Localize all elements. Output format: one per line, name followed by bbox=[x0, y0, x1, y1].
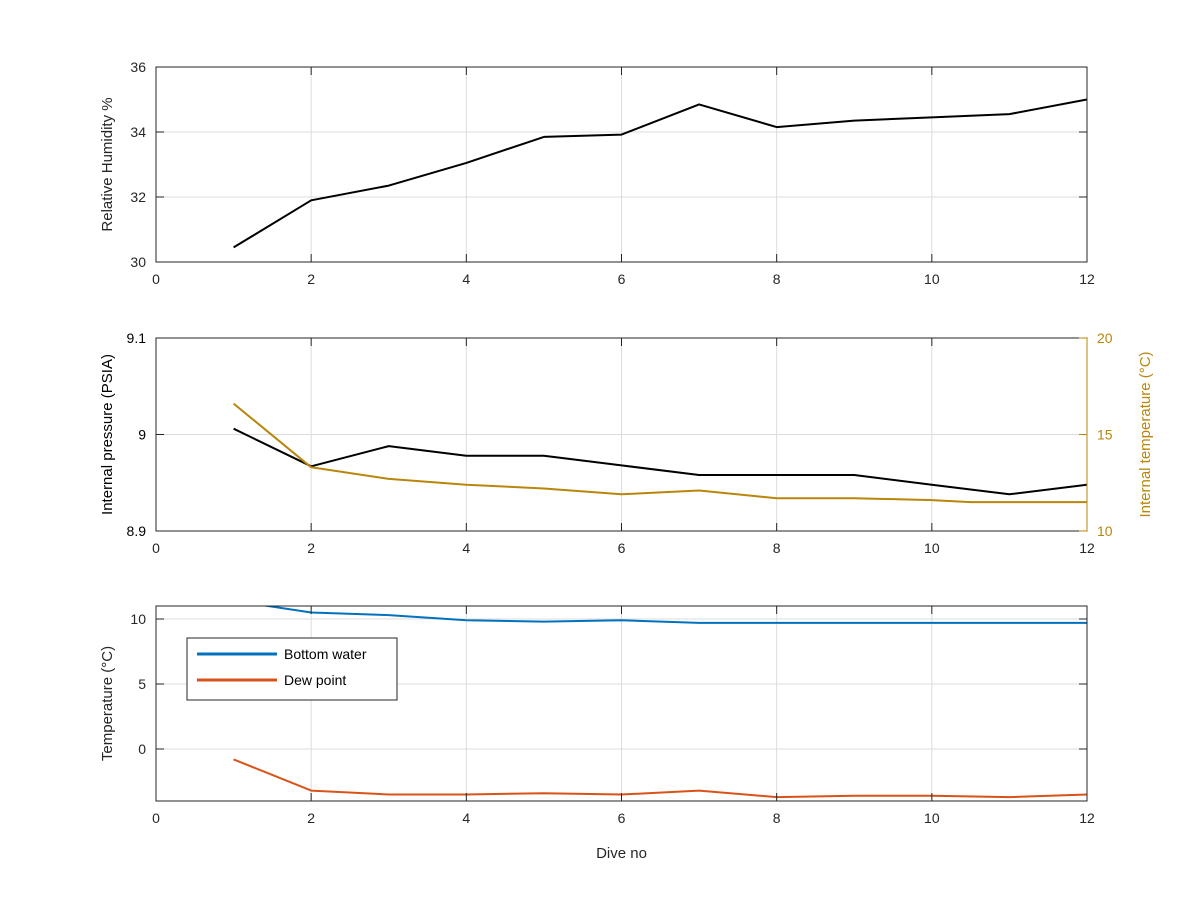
y-tick-label: 0 bbox=[138, 741, 146, 757]
y-tick-label: 8.9 bbox=[127, 523, 147, 539]
x-tick-label: 0 bbox=[152, 540, 160, 556]
y-tick-label: 5 bbox=[138, 676, 146, 692]
legend-box bbox=[186, 637, 398, 701]
y-tick-label: 34 bbox=[130, 124, 146, 140]
y-right-tick-label: 10 bbox=[1097, 523, 1113, 539]
y-tick-label: 10 bbox=[130, 611, 146, 627]
x-tick-label: 8 bbox=[773, 271, 781, 287]
x-axis-label: Dive no bbox=[596, 845, 647, 862]
series-group bbox=[233, 606, 1087, 799]
subplot-3: 0 2 4 6 8 10 12 0 5 10 Temperature (°C) Dive no Bott… bbox=[99, 605, 1095, 862]
x-tick-label: 4 bbox=[462, 810, 470, 826]
y-tick-label: 32 bbox=[130, 189, 146, 205]
x-tick-label: 10 bbox=[924, 271, 940, 287]
x-tick-label: 0 bbox=[152, 271, 160, 287]
series-line-1 bbox=[233, 98, 1087, 249]
x-tick-label: 6 bbox=[618, 540, 626, 556]
series-line-1 bbox=[233, 427, 1087, 496]
x-tick-label: 8 bbox=[773, 540, 781, 556]
x-tick-label: 0 bbox=[152, 810, 160, 826]
y-axis-label: Internal pressure (PSIA) bbox=[99, 354, 116, 515]
x-tick-label: 12 bbox=[1079, 540, 1095, 556]
series-group bbox=[233, 98, 1087, 249]
x-tick-label: 6 bbox=[618, 810, 626, 826]
x-tick-label: 10 bbox=[924, 810, 940, 826]
series-line-dew-point bbox=[233, 758, 1087, 799]
x-tick-label: 8 bbox=[773, 810, 781, 826]
subplot-1: 0 2 4 6 8 10 12 30 32 34 36 Relative Humidity % bbox=[99, 59, 1095, 287]
x-tick-label: 10 bbox=[924, 540, 940, 556]
y-tick-label: 9 bbox=[138, 427, 146, 443]
x-tick-label: 12 bbox=[1079, 271, 1095, 287]
y-axis-label: Relative Humidity % bbox=[99, 97, 116, 231]
legend: Bottom water Dew point bbox=[186, 637, 398, 701]
x-tick-label: 2 bbox=[307, 271, 315, 287]
x-tick-label: 6 bbox=[618, 271, 626, 287]
x-tick-label: 4 bbox=[462, 540, 470, 556]
series-line-bottom-water bbox=[261, 606, 1087, 624]
y-right-tick-label: 15 bbox=[1097, 427, 1113, 443]
y-tick-label: 9.1 bbox=[127, 330, 147, 346]
series-group bbox=[232, 402, 1087, 504]
y-tick-label: 36 bbox=[130, 59, 146, 75]
y-right-tick-label: 20 bbox=[1097, 330, 1113, 346]
y-right-axis-label: Internal temperature (°C) bbox=[1137, 351, 1154, 517]
y-tick-label: 30 bbox=[130, 254, 146, 270]
x-tick-label: 2 bbox=[307, 810, 315, 826]
series-line-2 bbox=[232, 402, 1087, 504]
y-axis-label: Temperature (°C) bbox=[99, 646, 116, 761]
x-tick-label: 2 bbox=[307, 540, 315, 556]
legend-entry: Bottom water bbox=[284, 646, 367, 662]
x-tick-label: 4 bbox=[462, 271, 470, 287]
legend-entry: Dew point bbox=[284, 672, 346, 688]
x-tick-label: 12 bbox=[1079, 810, 1095, 826]
